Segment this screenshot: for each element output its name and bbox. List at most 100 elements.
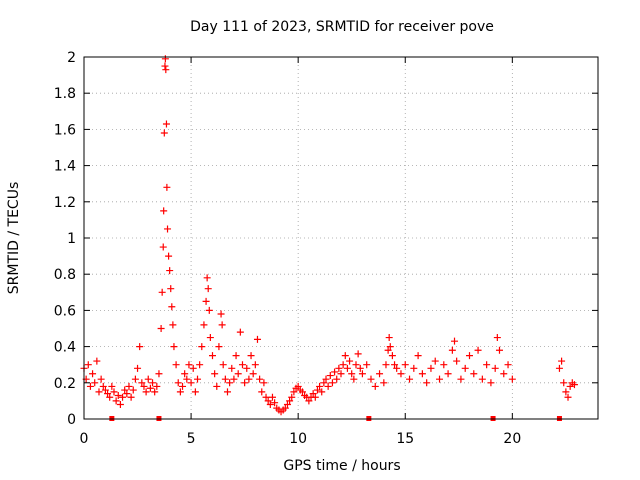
data-point — [313, 386, 321, 394]
data-point — [453, 357, 461, 365]
data-point — [283, 401, 291, 409]
data-point — [93, 357, 101, 365]
data-point — [116, 401, 124, 409]
data-point — [570, 381, 578, 389]
data-point — [358, 370, 366, 378]
data-point — [155, 370, 163, 378]
y-tick-label: 1.8 — [54, 86, 76, 102]
data-point — [410, 364, 418, 372]
y-tick-label: 0.6 — [54, 303, 76, 319]
data-point — [99, 382, 107, 390]
data-point — [264, 397, 272, 405]
data-point — [206, 334, 214, 342]
data-point — [176, 388, 184, 396]
data-point — [209, 352, 216, 360]
data-point — [185, 361, 193, 369]
data-point — [380, 379, 388, 387]
data-point — [457, 375, 465, 383]
data-point — [324, 382, 332, 390]
data-point — [217, 310, 225, 318]
data-point — [157, 325, 165, 332]
data-point — [508, 375, 516, 383]
data-point — [106, 393, 114, 401]
data-point — [189, 364, 197, 372]
data-point — [167, 285, 175, 293]
x-axis-label: GPS time / hours — [283, 458, 400, 474]
data-point — [256, 375, 264, 383]
data-point — [119, 393, 127, 401]
y-tick-label: 2 — [67, 50, 76, 66]
y-tick-label: 0.2 — [54, 376, 76, 392]
data-point — [339, 361, 347, 369]
data-point — [414, 352, 422, 360]
data-point — [131, 375, 139, 383]
data-point — [136, 343, 144, 351]
data-point — [346, 357, 354, 365]
y-tick-label: 0 — [67, 412, 76, 428]
data-point — [228, 364, 236, 372]
data-point — [232, 352, 240, 360]
data-point — [388, 352, 396, 360]
data-point — [318, 388, 326, 396]
data-point — [84, 361, 92, 369]
data-point — [104, 390, 112, 398]
data-point — [243, 364, 251, 372]
data-point — [219, 361, 227, 369]
data-point — [487, 379, 495, 387]
grid — [84, 57, 598, 419]
data-point — [461, 364, 469, 372]
data-point — [418, 370, 426, 378]
data-point — [101, 386, 109, 394]
y-axis-label: SRMTID / TECUs — [6, 182, 22, 295]
data-point — [134, 364, 142, 372]
data-point — [286, 397, 294, 405]
data-point — [495, 346, 503, 354]
data-point — [444, 370, 452, 378]
data-point — [564, 393, 572, 401]
data-point — [466, 352, 473, 360]
data-point — [555, 364, 563, 372]
data-point — [158, 288, 166, 296]
data-point — [382, 361, 390, 369]
data-point — [431, 357, 439, 365]
data-point — [159, 243, 167, 251]
data-point — [160, 207, 168, 215]
data-point — [215, 343, 223, 351]
data-point — [470, 370, 478, 378]
data-point — [478, 375, 486, 383]
data-point — [198, 343, 206, 351]
data-point — [161, 62, 169, 70]
data-point — [223, 388, 231, 396]
data-point — [204, 285, 212, 293]
data-point — [129, 386, 137, 394]
data-point — [328, 379, 336, 387]
data-point — [311, 393, 319, 401]
data-point — [337, 370, 345, 378]
data-point — [423, 379, 431, 387]
data-point — [474, 346, 482, 354]
data-point — [376, 370, 384, 378]
data-point — [401, 361, 409, 369]
data-point — [504, 361, 512, 369]
data-point — [108, 382, 116, 390]
data-point — [202, 297, 210, 305]
y-tick-label: 0.8 — [54, 267, 76, 283]
data-point — [386, 343, 394, 351]
data-point — [140, 382, 148, 390]
data-point — [331, 368, 339, 376]
data-point — [144, 375, 152, 383]
data-point — [253, 335, 261, 343]
data-point — [385, 334, 393, 342]
x-tick-label: 0 — [80, 431, 89, 447]
data-point — [114, 391, 122, 399]
x-tick-label: 15 — [396, 431, 414, 447]
data-point — [451, 337, 459, 345]
y-tick-label: 1 — [67, 231, 76, 247]
data-point — [354, 350, 362, 358]
data-point — [322, 375, 330, 383]
data-point — [166, 267, 174, 275]
data-point — [294, 382, 302, 390]
data-point — [162, 120, 170, 128]
data-point — [169, 321, 177, 329]
data-point — [436, 375, 444, 383]
